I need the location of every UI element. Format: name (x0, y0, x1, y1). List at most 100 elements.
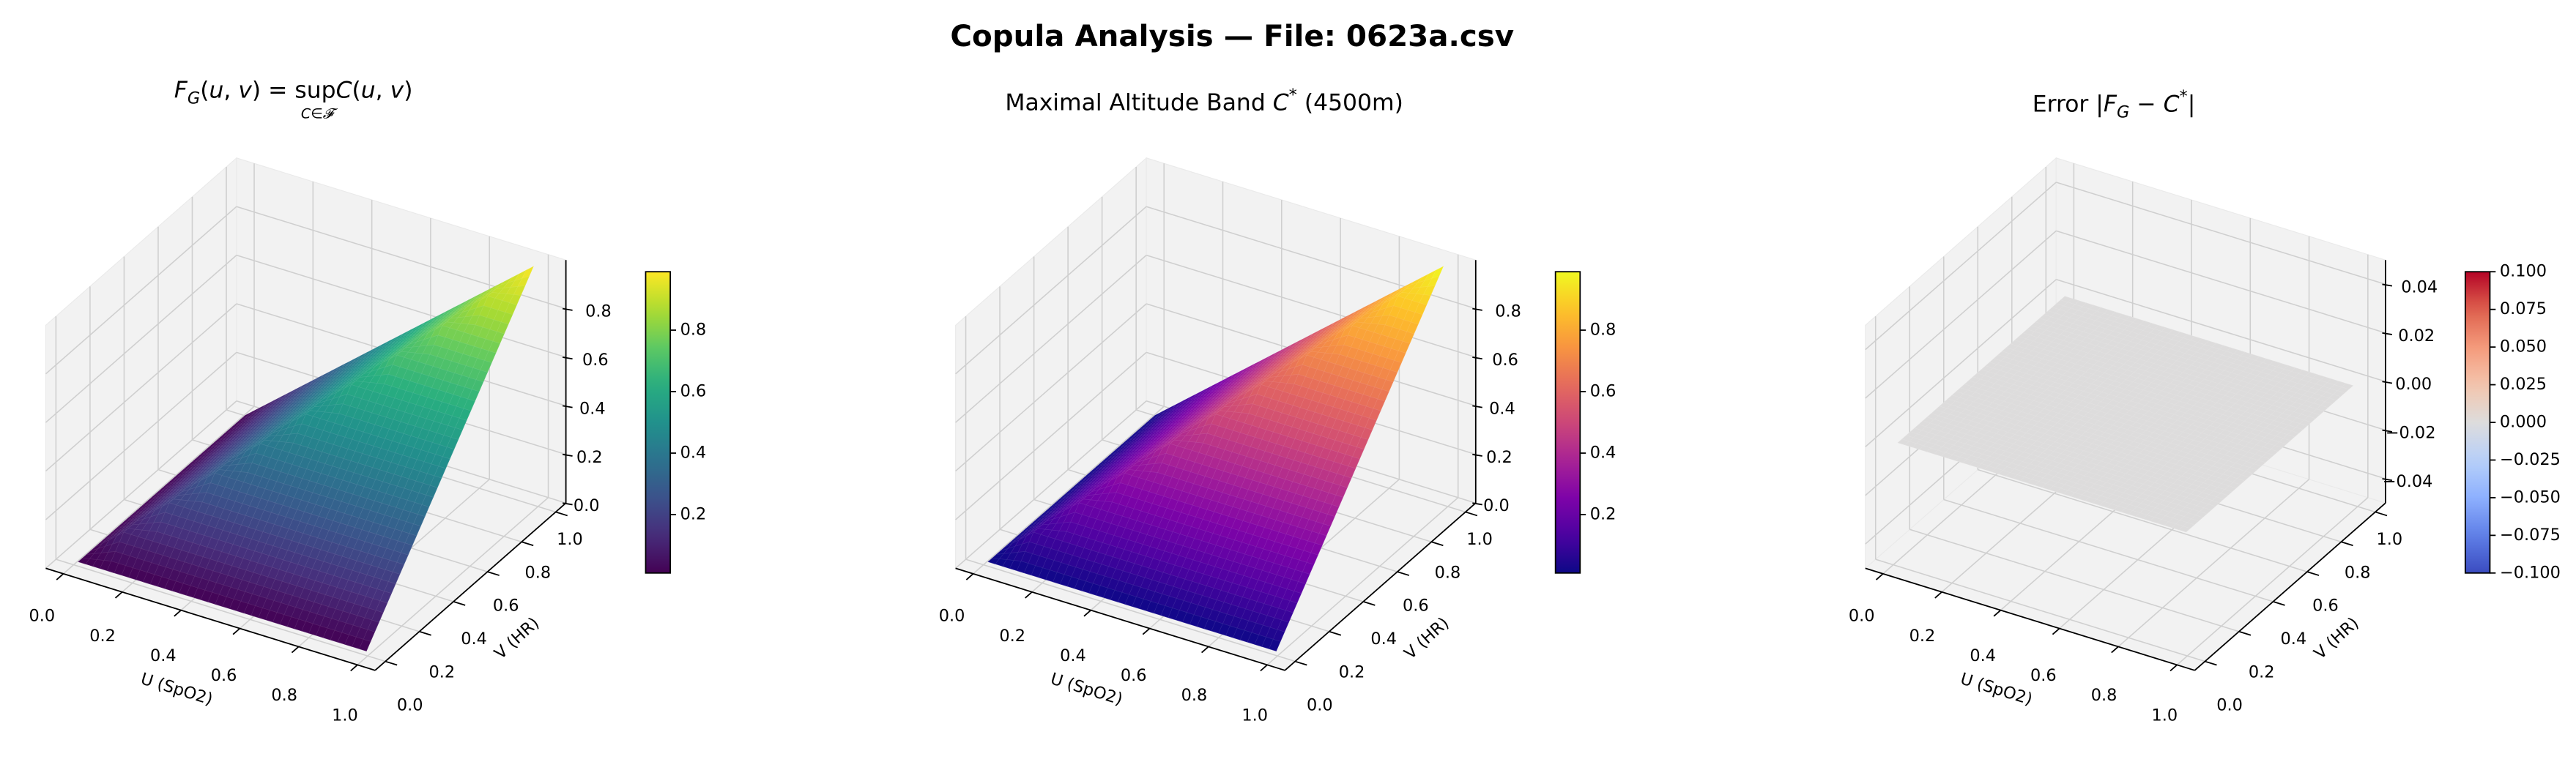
title-part: * (1289, 86, 1297, 105)
gridline (45, 351, 237, 520)
u-axis-line (45, 567, 376, 671)
surface (78, 266, 534, 651)
v-tick-label: 0.0 (1307, 696, 1333, 715)
title-part: ( (200, 77, 209, 103)
colorbar (1554, 271, 1581, 574)
z-tick-label: 0.2 (1486, 448, 1512, 467)
u-tick (232, 627, 241, 635)
z-tick-label: 0.6 (582, 351, 609, 370)
gridline (56, 559, 386, 662)
colorbar-tick-label: 0.2 (680, 505, 707, 524)
gridline (236, 254, 566, 358)
v-tick (487, 571, 500, 576)
u-tick (291, 646, 300, 654)
title-part: , (376, 77, 390, 103)
colorbar-tick-label: 0.8 (680, 321, 707, 340)
panel-title: Error |FG − C*| (2033, 87, 2195, 122)
title-part: v (390, 77, 404, 103)
z-tick-label: 0.8 (1495, 302, 1521, 321)
u-axis-label: U (SpO2) (1048, 669, 1125, 709)
title-part: | (2188, 91, 2196, 118)
colorbar-tick-label: 0.6 (1590, 382, 1617, 401)
gridline (357, 497, 549, 665)
u-tick-label: 0.4 (1060, 646, 1086, 665)
u-tick (174, 609, 182, 617)
gridline (45, 303, 237, 472)
title-part: ) (404, 77, 412, 103)
v-tick (555, 511, 568, 517)
v-tick-label: 0.8 (1435, 563, 1461, 582)
u-tick (56, 573, 64, 580)
v-tick (385, 660, 398, 666)
title-part: * (2180, 87, 2188, 106)
u-tick-label: 0.8 (271, 686, 297, 705)
v-tick (1329, 630, 1342, 636)
colorbar-tick-label: 0.4 (1590, 444, 1617, 463)
v-tick (521, 541, 534, 547)
v-tick-label: 0.8 (524, 563, 551, 582)
v-tick-label: 0.2 (1339, 662, 1365, 681)
u-tick (1083, 609, 1091, 617)
title-part: (4500m) (1297, 89, 1403, 116)
title-part: F (174, 77, 188, 103)
v-tick (453, 601, 466, 606)
z-tick-label: 0.0 (574, 496, 600, 515)
u-tick (350, 664, 358, 672)
u-tick-label: 0.2 (89, 627, 116, 646)
title-part: G (188, 89, 200, 108)
title-part: − (2129, 91, 2163, 118)
u-tick (114, 591, 123, 599)
v-tick (1363, 601, 1376, 606)
v-tick-label: 0.6 (1403, 597, 1429, 616)
gridline (45, 255, 237, 423)
colorbar-tick-label: 0.2 (1590, 505, 1617, 524)
figure-title: Copula Analysis — File: 0623a.csv (950, 19, 1514, 53)
title-part: C (2164, 91, 2180, 118)
title-part: C (1273, 89, 1289, 116)
u-tick-label: 1.0 (332, 706, 358, 725)
panel-copula-bound: FG(u, v) = supC(u, v)C∈𝓕0.00.20.40.60.81… (29, 77, 707, 725)
title-part: Error | (2033, 91, 2104, 118)
gridline (45, 206, 237, 375)
title-part: Maximal Altitude Band (1005, 89, 1272, 116)
v-tick-label: 1.0 (557, 530, 583, 549)
u-tick (1025, 591, 1033, 599)
panel-title: FG(u, v) = supC(u, v) (174, 77, 413, 108)
gridline (63, 406, 255, 575)
v-tick (419, 630, 431, 636)
colorbar-tick-label: 0.8 (1590, 321, 1617, 340)
title-part: F (2104, 91, 2117, 118)
v-axis-label: V (HR) (491, 613, 543, 663)
v-tick-label: 0.4 (1370, 630, 1397, 649)
u-tick-label: 0.0 (29, 607, 56, 626)
v-tick (1294, 660, 1307, 666)
z-tick-label: 0.4 (1489, 399, 1515, 418)
z-tick-label: 0.2 (576, 448, 603, 467)
u-tick-label: 0.4 (150, 646, 177, 665)
v-tick-label: 0.0 (397, 696, 423, 715)
title-part: , (223, 77, 238, 103)
u-tick-label: 0.0 (939, 607, 965, 626)
panel-error: Error |FG − C*|0.00.20.40.60.81.00.00.20… (1849, 87, 2561, 725)
v-tick (1431, 541, 1444, 547)
gridline (45, 400, 237, 569)
u-tick-label: 1.0 (1241, 706, 1268, 725)
v-tick-label: 0.2 (429, 662, 456, 681)
u-tick (965, 573, 974, 580)
v-tick-label: 0.4 (461, 630, 487, 649)
u-tick-label: 0.6 (211, 666, 237, 685)
title-part: G (2117, 102, 2129, 122)
v-tick-label: 1.0 (1466, 530, 1493, 549)
title-part: v (238, 77, 252, 103)
colorbar-tick-label: 0.4 (680, 444, 707, 463)
title-part: u (361, 77, 376, 103)
z-tick-label: 0.8 (585, 302, 612, 321)
title-part: u (209, 77, 223, 103)
u-tick (1200, 646, 1209, 654)
u-tick (1142, 627, 1151, 635)
u-tick-label: 0.6 (1121, 666, 1147, 685)
title-part: ( (352, 77, 361, 103)
z-tick-label: 0.0 (1483, 496, 1510, 515)
z-tick-label: 0.6 (1492, 351, 1518, 370)
